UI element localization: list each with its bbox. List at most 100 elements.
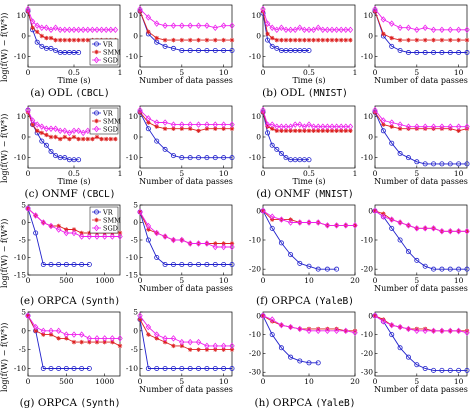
- data-point-vr: [464, 367, 470, 373]
- data-point-smm: [306, 326, 312, 332]
- ylabel-row-4: log(f(W) − f(W*)): [0, 322, 9, 392]
- data-point-smm: [381, 122, 386, 127]
- data-point-smm: [56, 223, 61, 229]
- series-line-sgd: [374, 109, 467, 128]
- data-point-smm: [306, 37, 312, 43]
- data-point-sgd: [292, 121, 298, 128]
- data-point-sgd: [430, 123, 437, 130]
- x-tick-label: 10: [454, 169, 464, 178]
- data-point-smm: [372, 313, 378, 318]
- data-point-smm: [110, 339, 115, 345]
- data-point-vr: [71, 365, 77, 371]
- data-point-sgd: [343, 222, 349, 229]
- series-sgd: [25, 5, 119, 34]
- y-tick-label: -5: [19, 236, 27, 245]
- data-point-vr: [229, 155, 235, 161]
- data-point-smm: [179, 343, 185, 349]
- data-point-sgd: [34, 121, 40, 128]
- data-point-sgd: [464, 228, 470, 235]
- series-line-vr: [139, 211, 232, 265]
- data-point-smm: [311, 128, 316, 133]
- legend-label: VR: [102, 40, 114, 48]
- data-point-sgd: [103, 26, 109, 34]
- data-point-vr: [422, 365, 428, 371]
- series-line-vr: [374, 112, 467, 165]
- data-point-smm: [279, 37, 284, 43]
- y-tick-label: 10: [251, 11, 261, 20]
- data-point-smm: [348, 128, 353, 133]
- data-point-sgd: [57, 127, 63, 135]
- data-point-sgd: [187, 22, 193, 29]
- data-point-vr: [456, 367, 462, 373]
- data-point-sgd: [464, 329, 470, 336]
- data-point-smm: [270, 319, 275, 324]
- data-point-vr: [431, 266, 437, 272]
- data-point-smm: [48, 332, 54, 337]
- data-point-smm: [48, 134, 54, 140]
- data-point-sgd: [333, 123, 340, 130]
- y-tick-label: 0: [368, 133, 373, 142]
- data-point-smm: [339, 37, 344, 43]
- x-tick-label: 5: [414, 377, 419, 386]
- data-point-smm: [162, 126, 168, 131]
- data-point-smm: [204, 347, 210, 352]
- series-sgd: [137, 106, 235, 128]
- data-point-vr: [154, 138, 160, 144]
- data-point-sgd: [405, 24, 412, 31]
- data-point-sgd: [439, 123, 445, 130]
- series-sgd: [372, 5, 470, 34]
- data-point-smm: [302, 37, 307, 43]
- data-point-smm: [381, 317, 386, 322]
- data-point-smm: [352, 328, 358, 334]
- y-tick-label: 10: [16, 112, 26, 121]
- x-tick-label: 0: [373, 169, 378, 178]
- data-point-smm: [58, 37, 63, 43]
- data-point-smm: [71, 134, 77, 140]
- data-point-sgd: [287, 323, 294, 331]
- x-tick-label: 0: [261, 68, 266, 77]
- y-tick-label: -10: [249, 52, 261, 61]
- data-point-vr: [196, 155, 202, 161]
- data-point-smm: [25, 313, 31, 318]
- x-tick-label: 10: [304, 377, 314, 386]
- data-point-vr: [170, 365, 176, 371]
- data-point-smm: [320, 37, 325, 43]
- x-tick-label: 0.5: [303, 169, 315, 178]
- data-point-sgd: [287, 219, 294, 226]
- data-point-sgd: [439, 327, 445, 335]
- data-point-sgd: [220, 243, 227, 251]
- data-point-sgd: [117, 335, 123, 342]
- data-point-vr: [79, 365, 85, 371]
- data-point-smm: [62, 134, 67, 140]
- data-point-sgd: [117, 233, 123, 240]
- data-point-smm: [221, 126, 226, 131]
- data-point-vr: [464, 50, 470, 56]
- data-point-smm: [397, 126, 403, 131]
- data-point-smm: [221, 37, 226, 43]
- data-point-smm: [422, 326, 428, 332]
- y-tick-label: -10: [249, 153, 261, 162]
- series-line-vr: [374, 315, 467, 371]
- series-smm: [137, 9, 235, 43]
- data-point-vr: [456, 50, 462, 56]
- data-point-vr: [439, 367, 445, 373]
- data-point-vr: [422, 50, 428, 56]
- data-point-sgd: [212, 24, 218, 31]
- x-tick-label: 0.5: [68, 169, 80, 178]
- y-tick-label: 0: [21, 218, 26, 227]
- x-tick-label: 10: [219, 169, 229, 178]
- data-point-vr: [33, 230, 39, 236]
- data-point-sgd: [229, 342, 235, 350]
- data-point-sgd: [343, 327, 349, 335]
- legend-label: SGD: [103, 224, 118, 232]
- data-point-sgd: [154, 229, 160, 237]
- y-tick-label: -10: [249, 236, 261, 245]
- data-point-smm: [94, 339, 100, 345]
- data-point-sgd: [57, 26, 63, 34]
- data-point-sgd: [212, 121, 218, 128]
- data-point-smm: [56, 336, 61, 341]
- series-line-vr: [262, 315, 319, 364]
- data-point-vr: [439, 50, 445, 56]
- data-point-sgd: [455, 228, 462, 235]
- data-point-smm: [146, 29, 151, 35]
